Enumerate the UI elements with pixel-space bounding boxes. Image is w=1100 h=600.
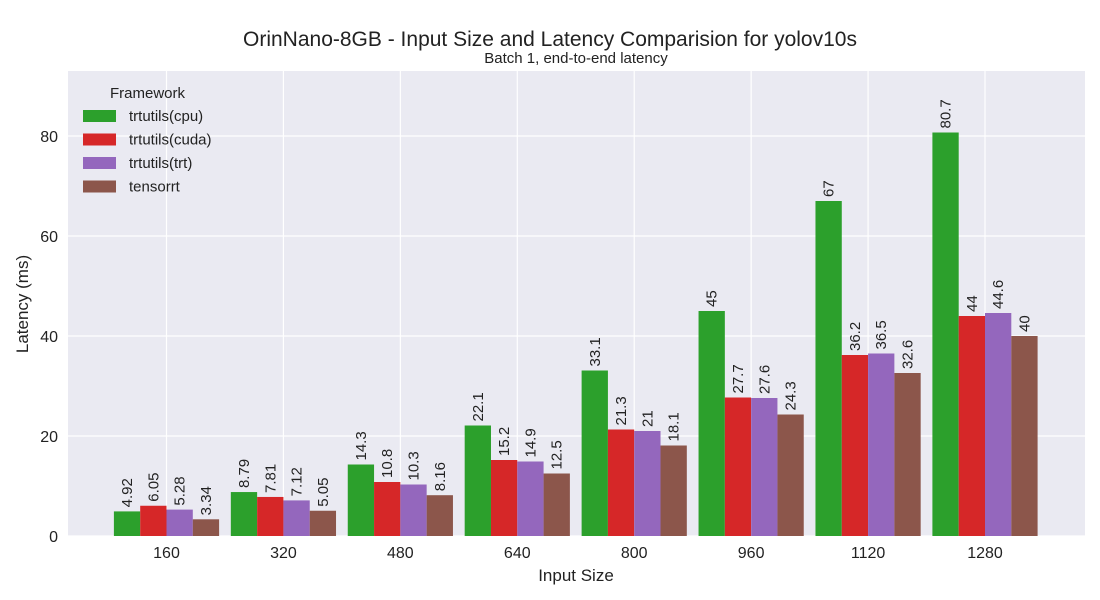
bar <box>815 201 842 536</box>
y-axis-ticks: 0 20 40 60 80 <box>40 129 58 546</box>
bar <box>841 355 869 536</box>
bar-value-label: 8.79 <box>236 459 253 488</box>
bar-value-label: 67 <box>821 180 838 197</box>
bar <box>426 495 453 536</box>
bar <box>698 311 725 536</box>
y-tick-label: 40 <box>40 329 58 346</box>
bar-value-label: 44.6 <box>990 280 1007 309</box>
bar-value-label: 5.28 <box>172 476 189 505</box>
bar-value-label: 80.7 <box>938 99 955 128</box>
bar-value-label: 6.05 <box>145 473 162 502</box>
bar <box>985 313 1012 536</box>
bar-value-label: 10.8 <box>379 449 396 478</box>
legend: Framework trtutils(cpu) trtutils(cuda) trt… <box>83 85 212 196</box>
bar <box>1011 336 1038 536</box>
bar <box>777 414 804 536</box>
bar <box>543 473 570 536</box>
legend-swatch <box>83 133 116 146</box>
legend-entry: tensorrt <box>129 179 181 196</box>
legend-swatch <box>83 157 116 169</box>
bar <box>309 510 337 536</box>
x-tick-label: 960 <box>738 545 765 562</box>
bar <box>517 461 544 536</box>
bar-value-label: 27.7 <box>730 364 747 393</box>
x-tick-label: 640 <box>504 545 531 562</box>
y-tick-label: 60 <box>40 229 58 246</box>
legend-entry: trtutils(cuda) <box>129 132 212 149</box>
y-axis-label: Latency (ms) <box>13 255 32 353</box>
bar-value-label: 27.6 <box>756 365 773 394</box>
bar <box>464 425 491 536</box>
bar-value-label: 14.3 <box>353 431 370 460</box>
y-tick-label: 0 <box>49 529 58 546</box>
bar <box>634 431 661 536</box>
bar-value-label: 8.16 <box>432 462 449 491</box>
bar <box>724 397 752 536</box>
legend-swatch <box>83 180 116 193</box>
bar-value-label: 7.81 <box>262 464 279 493</box>
bar-value-label: 7.12 <box>289 467 306 496</box>
bar-value-label: 32.6 <box>900 340 917 369</box>
bar <box>230 492 258 536</box>
bar-value-label: 44 <box>964 295 981 312</box>
bar <box>374 482 401 536</box>
x-tick-label: 800 <box>621 545 648 562</box>
bar <box>140 505 167 536</box>
y-tick-label: 20 <box>40 429 58 446</box>
bar-value-label: 21.3 <box>613 396 630 425</box>
x-axis-ticks: 160 320 480 640 800 960 1120 1280 <box>153 545 1003 562</box>
bar-value-label: 36.5 <box>873 320 890 349</box>
bar <box>113 511 141 536</box>
bar-value-label: 45 <box>704 290 721 307</box>
chart-subtitle: Batch 1, end-to-end latency <box>484 50 668 67</box>
bar-value-label: 24.3 <box>783 381 800 410</box>
bar-value-label: 14.9 <box>522 428 539 457</box>
bar <box>894 373 921 536</box>
bars <box>113 132 1038 536</box>
x-tick-label: 1120 <box>851 545 886 562</box>
legend-title: Framework <box>110 85 186 102</box>
legend-entry: trtutils(cpu) <box>129 108 203 125</box>
bar-value-label: 12.5 <box>549 440 566 469</box>
bar <box>192 519 220 536</box>
chart-title: OrinNano-8GB - Input Size and Latency Co… <box>243 28 857 51</box>
bar-value-label: 40 <box>1016 315 1033 332</box>
bar <box>958 316 985 536</box>
legend-swatch <box>83 110 116 122</box>
x-tick-label: 1280 <box>967 545 1003 562</box>
bar <box>166 509 193 536</box>
bar-value-label: 22.1 <box>470 392 487 421</box>
bar-value-label: 3.34 <box>198 486 215 515</box>
bar-value-label: 33.1 <box>587 337 604 366</box>
bar-value-label: 5.05 <box>315 478 332 507</box>
bar <box>283 500 310 536</box>
x-tick-label: 160 <box>153 545 180 562</box>
bar <box>400 484 427 536</box>
bar <box>932 132 959 536</box>
bar-value-label: 36.2 <box>847 322 864 351</box>
x-axis-label: Input Size <box>538 566 614 585</box>
bar <box>347 464 375 536</box>
bar-labels: 4.92 8.79 14.3 22.1 33.1 45 67 80.7 6.05 7.81 10.8… <box>119 99 1033 515</box>
bar-value-label: 18.1 <box>666 412 683 441</box>
bar <box>751 398 778 536</box>
bar <box>868 353 895 536</box>
y-tick-label: 80 <box>40 129 58 146</box>
bar <box>490 460 518 536</box>
x-tick-label: 320 <box>270 545 297 562</box>
bar-value-label: 21 <box>639 410 656 427</box>
bar <box>257 496 284 536</box>
legend-entry: trtutils(trt) <box>129 155 192 172</box>
bar <box>607 429 635 536</box>
bar-value-label: 10.3 <box>406 451 423 480</box>
bar <box>581 370 608 536</box>
bar-value-label: 15.2 <box>496 427 513 456</box>
bar <box>660 445 687 536</box>
x-tick-label: 480 <box>387 545 414 562</box>
bar-value-label: 4.92 <box>119 478 136 507</box>
